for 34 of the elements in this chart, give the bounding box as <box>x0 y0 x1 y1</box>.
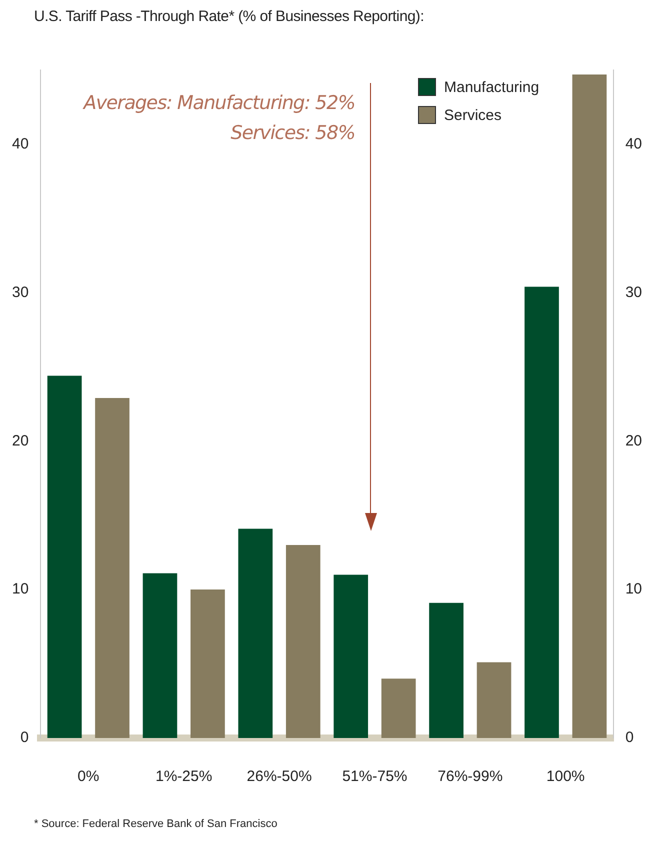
bar <box>95 398 130 738</box>
y2-tick-label: 0 <box>625 729 634 746</box>
chart-title: U.S. Tariff Pass -Through Rate* (% of Businesses Reporting): <box>34 8 424 25</box>
x-tick-label: 0% <box>78 768 100 786</box>
legend-label: Services <box>444 106 502 124</box>
y2-tick-label: 20 <box>625 432 642 450</box>
bar <box>190 590 225 738</box>
x-tick-label: 76%-99% <box>438 768 503 786</box>
y-tick-label: 10 <box>12 580 29 598</box>
bar <box>429 602 464 738</box>
bar <box>381 678 416 738</box>
y-tick-label: 20 <box>12 432 29 450</box>
y2-tick-label: 30 <box>625 284 642 301</box>
annotation: Services: 58% <box>230 121 355 146</box>
text: * Source: Federal Reserve Bank of San Francisco <box>34 818 278 830</box>
annotation: Averages: Manufacturing: 52% <box>82 91 355 116</box>
y-tick-label: 0 <box>20 729 29 746</box>
bar <box>238 528 273 738</box>
bar <box>286 545 320 738</box>
y-tick-label: 30 <box>12 284 29 301</box>
bar <box>476 662 512 738</box>
bar <box>47 376 82 738</box>
y-tick-label: 40 <box>12 135 29 152</box>
bar <box>142 573 178 738</box>
x-tick-label: 100% <box>546 768 585 786</box>
x-tick-label: 1%-25% <box>155 768 212 786</box>
bar <box>572 74 607 738</box>
x-tick-label: 26%-50% <box>246 768 312 786</box>
y2-tick-label: 40 <box>625 135 642 152</box>
legend-label: Manufacturing <box>444 78 540 96</box>
x-tick-label: 51%-75% <box>342 768 408 786</box>
y2-tick-label: 10 <box>625 580 642 598</box>
bar <box>524 286 559 738</box>
bar <box>334 574 368 738</box>
